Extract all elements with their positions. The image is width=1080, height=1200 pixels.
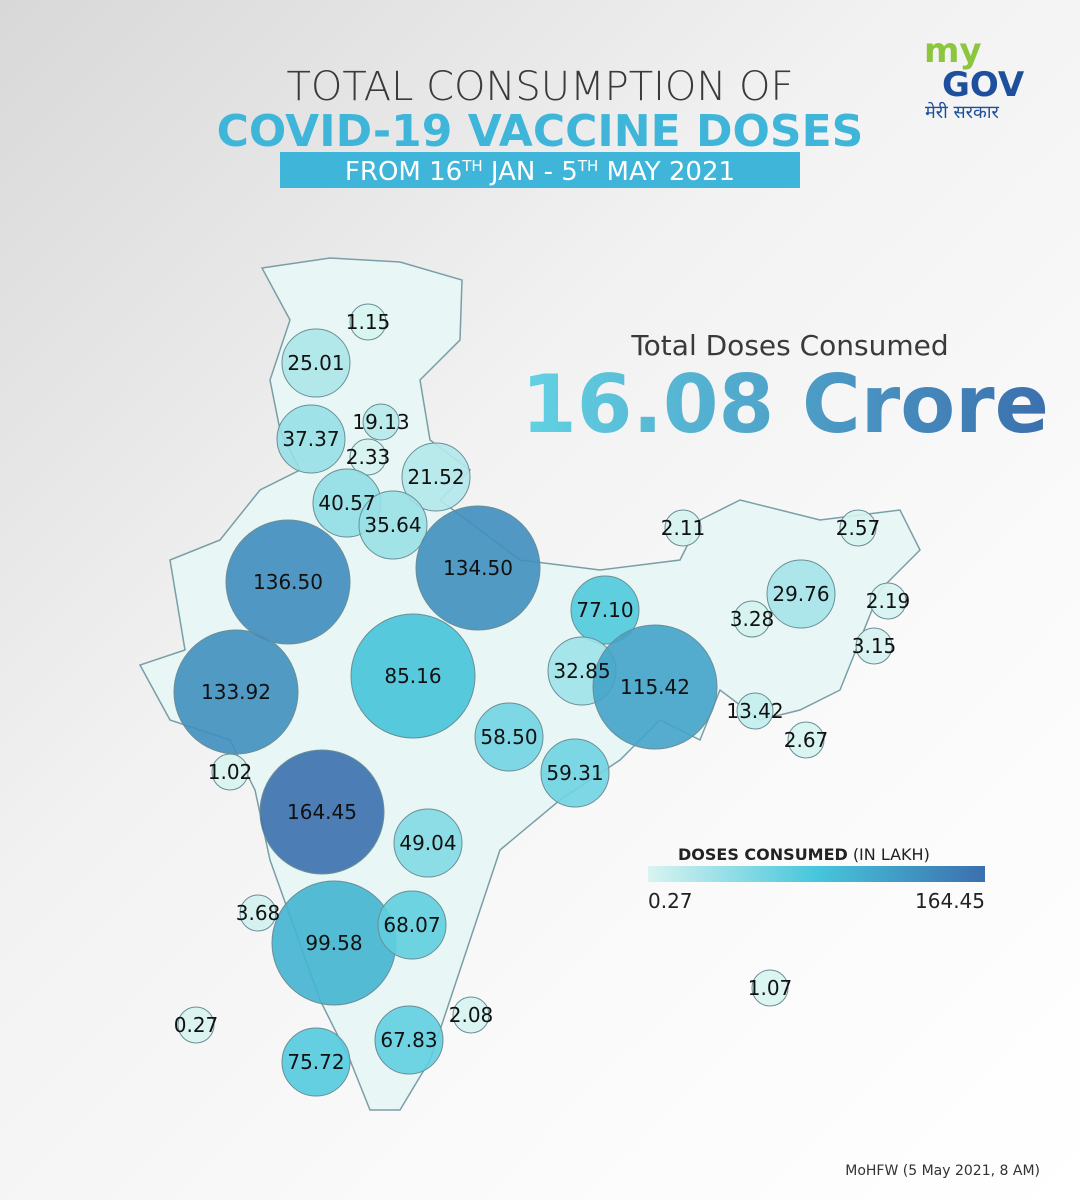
region-label: 134.50 [443, 556, 513, 580]
subtitle-part: MAY 2021 [598, 157, 735, 187]
total-value: 16.08 Crore [521, 358, 1049, 451]
region-label: 1.02 [208, 760, 253, 784]
source: MoHFW (5 May 2021, 8 AM) [845, 1163, 1040, 1179]
region [281, 328, 351, 398]
region-label: 99.58 [305, 931, 362, 955]
region [173, 629, 299, 755]
region [415, 505, 541, 631]
region-label: 1.07 [748, 976, 793, 1000]
subtitle-band [280, 152, 800, 188]
region-label: 3.15 [852, 634, 897, 658]
region [225, 519, 351, 645]
region [281, 1027, 351, 1097]
region [358, 490, 428, 560]
total-label: Total Doses Consumed [630, 329, 948, 362]
region [855, 627, 893, 665]
region [393, 808, 463, 878]
region-label: 35.64 [364, 513, 421, 537]
region [362, 403, 400, 441]
region [377, 890, 447, 960]
region [736, 692, 774, 730]
region-label: 59.31 [546, 761, 603, 785]
region-label: 2.08 [449, 1003, 494, 1027]
region-label: 19.13 [352, 410, 409, 434]
legend-title: DOSES CONSUMED (IN LAKH) [678, 845, 930, 864]
region [570, 575, 640, 645]
legend-max: 164.45 [915, 889, 985, 913]
subtitle-part: FROM 16 [345, 157, 462, 187]
region [664, 509, 702, 547]
legend-title-main: DOSES CONSUMED [678, 845, 848, 864]
region [540, 738, 610, 808]
subtitle-part: JAN - 5 [483, 157, 578, 187]
region-label: 77.10 [576, 598, 633, 622]
legend-unit: (IN LAKH) [853, 845, 930, 864]
region [474, 702, 544, 772]
region [349, 303, 387, 341]
logo-gov: GOV [942, 65, 1025, 105]
region [787, 721, 825, 759]
region-label: 58.50 [480, 725, 537, 749]
region-label: 2.11 [661, 516, 706, 540]
region-label: 25.01 [287, 351, 344, 375]
region-label: 21.52 [407, 465, 464, 489]
subtitle-part: TH [577, 157, 598, 175]
region-label: 68.07 [383, 913, 440, 937]
region-label: 2.67 [784, 728, 829, 752]
subtitle: FROM 16TH JAN - 5TH MAY 2021 [345, 157, 735, 187]
region-label: 136.50 [253, 570, 323, 594]
region-label: 75.72 [287, 1050, 344, 1074]
legend: DOSES CONSUMED (IN LAKH) 0.27 164.45 [648, 845, 985, 913]
region [766, 559, 836, 629]
logo-tagline: मेरी सरकार [925, 101, 1000, 123]
region-label: 2.57 [836, 516, 881, 540]
region-label: 3.68 [236, 901, 281, 925]
region-label: 164.45 [287, 800, 357, 824]
region-label: 2.19 [866, 589, 911, 613]
region [259, 749, 385, 875]
region [592, 624, 718, 750]
region-label: 32.85 [553, 659, 610, 683]
region [211, 753, 249, 791]
region-label: 3.28 [730, 607, 775, 631]
region-label: 1.15 [346, 310, 391, 334]
region-label: 40.57 [318, 491, 375, 515]
region-label: 115.42 [620, 675, 690, 699]
region-label: 29.76 [772, 582, 829, 606]
region-label: 13.42 [726, 699, 783, 723]
legend-bar [648, 866, 985, 882]
legend-min: 0.27 [648, 889, 693, 913]
region [276, 404, 346, 474]
region-label: 85.16 [384, 664, 441, 688]
region [239, 894, 277, 932]
region [733, 600, 771, 638]
region [751, 969, 789, 1007]
region [401, 442, 471, 512]
region [349, 438, 387, 476]
region [177, 1006, 215, 1044]
region [350, 613, 476, 739]
region [869, 582, 907, 620]
subtitle-part: TH [461, 157, 482, 175]
region [839, 509, 877, 547]
logo-my: my [924, 31, 982, 71]
region-label: 67.83 [380, 1028, 437, 1052]
region [452, 996, 490, 1034]
region-label: 133.92 [201, 680, 271, 704]
region-label: 49.04 [399, 831, 456, 855]
region [374, 1005, 444, 1075]
region-label: 0.27 [174, 1013, 219, 1037]
title-line1: TOTAL CONSUMPTION OF [286, 64, 793, 110]
title-line2: COVID-19 VACCINE DOSES [217, 106, 864, 157]
region-label: 2.33 [346, 445, 391, 469]
region-label: 37.37 [282, 427, 339, 451]
